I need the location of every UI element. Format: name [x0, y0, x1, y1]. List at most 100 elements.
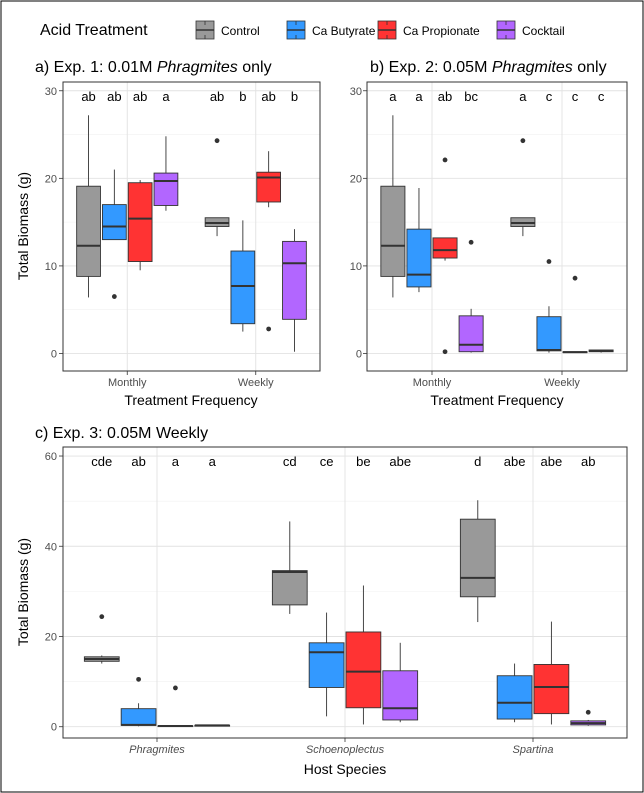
x-category-label: Weekly [238, 377, 274, 389]
significance-letter: c [598, 89, 605, 104]
box-iqr [102, 204, 127, 241]
significance-letter: c [572, 89, 579, 104]
box-phragmites-control: cde [83, 454, 120, 664]
significance-letter: a [162, 89, 170, 104]
box-monthly-cocktail: bc [458, 89, 484, 353]
y-tick-label: 20 [45, 173, 57, 185]
box-monthly-ca-propionate: ab [127, 89, 153, 271]
plot-border [62, 81, 321, 372]
y-tick-label: 40 [45, 541, 57, 553]
plot-border [62, 446, 628, 739]
box-weekly-cocktail: b [282, 89, 307, 352]
significance-letter: ab [210, 89, 224, 104]
box-iqr [345, 631, 382, 709]
legend-key-cocktail: Cocktail [496, 20, 565, 40]
outlier-point [520, 138, 526, 144]
y-tick-label: 30 [45, 86, 57, 98]
box-iqr [120, 708, 157, 726]
box-iqr [127, 182, 153, 262]
outlier-point [99, 614, 105, 620]
box-schoenoplectus-control: cd [271, 454, 308, 614]
significance-letter: a [519, 89, 527, 104]
box-iqr [153, 172, 179, 206]
box-spartina-control: d [459, 454, 496, 623]
significance-letter: ab [261, 89, 275, 104]
box-phragmites-cocktail: a [194, 454, 231, 727]
outlier-point [111, 294, 117, 299]
significance-letter: bc [464, 89, 478, 104]
box-iqr [432, 237, 458, 259]
significance-letter: ab [133, 89, 147, 104]
panel-b: b) Exp. 2: 0.05M Phragmites only 0 10 20 30… [350, 59, 628, 408]
significance-letter: ab [107, 89, 121, 104]
legend-label: Ca Butyrate [312, 24, 376, 38]
significance-letter: cd [283, 454, 297, 469]
panel-c-title: c) Exp. 3: 0.05M Weekly [35, 425, 208, 442]
significance-letter: be [356, 454, 370, 469]
significance-letter: abe [389, 454, 411, 469]
y-axis-label: Total Biomass (g) [15, 172, 31, 280]
significance-letter: ab [131, 454, 145, 469]
x-axis-label: Host Species [304, 761, 386, 777]
legend-label: Ca Propionate [403, 24, 480, 38]
significance-letter: a [389, 89, 397, 104]
outlier-point [266, 326, 272, 332]
box-iqr [406, 228, 432, 288]
legend-key-ca-butyrate: Ca Butyrate [286, 20, 376, 40]
plot-border [366, 81, 628, 372]
plot-background [63, 82, 320, 371]
box-schoenoplectus-ca-propionate: be [345, 454, 382, 725]
x-category-label: Weekly [544, 377, 580, 389]
outlier-point [442, 349, 448, 355]
legend-label: Control [221, 24, 260, 38]
box-iqr [533, 664, 570, 715]
box-iqr [308, 642, 345, 688]
box-weekly-ca-propionate: ab [256, 89, 281, 332]
y-tick-label: 0 [51, 348, 57, 360]
box-iqr [230, 250, 256, 325]
panel-a: a) Exp. 1: 0.01M Phragmites only 0 10 20 30… [15, 59, 321, 408]
box-weekly-control: a [510, 89, 536, 237]
y-tick-label: 0 [356, 348, 362, 360]
box-schoenoplectus-cocktail: abe [382, 454, 419, 723]
significance-letter: abe [504, 454, 526, 469]
y-tick-label: 20 [45, 631, 57, 643]
box-monthly-cocktail: a [153, 89, 179, 211]
outlier-point [173, 685, 178, 691]
significance-letter: a [172, 454, 180, 469]
box-spartina-cocktail: ab [570, 454, 607, 726]
outlier-point [546, 259, 552, 264]
legend-title: Acid Treatment [40, 22, 148, 39]
box-iqr [271, 570, 308, 606]
box-iqr [496, 675, 533, 720]
box-spartina-ca-propionate: abe [533, 454, 570, 725]
box-phragmites-ca-propionate: a [157, 454, 194, 728]
box-monthly-control: a [380, 89, 406, 298]
y-tick-label: 20 [350, 173, 362, 185]
box-iqr [380, 185, 406, 277]
x-category-label: Monthly [413, 377, 452, 389]
significance-letter: a [415, 89, 423, 104]
y-tick-label: 10 [45, 261, 57, 273]
box-iqr [458, 315, 484, 353]
outlier-point [136, 676, 141, 682]
box-monthly-control: ab [76, 89, 101, 298]
box-monthly-ca-propionate: ab [432, 89, 458, 355]
box-weekly-cocktail: c [588, 89, 614, 353]
y-tick-label: 0 [51, 722, 57, 734]
box-iqr [256, 171, 281, 203]
legend-label: Cocktail [522, 24, 565, 38]
y-axis-label: Total Biomass (g) [15, 538, 31, 646]
box-weekly-ca-butyrate: c [536, 89, 562, 353]
significance-letter: b [239, 89, 246, 104]
box-spartina-ca-butyrate: abe [496, 454, 533, 723]
significance-letter: ce [320, 454, 334, 469]
box-schoenoplectus-ca-butyrate: ce [308, 454, 345, 717]
box-iqr [76, 185, 101, 277]
outlier-point [585, 709, 591, 715]
box-iqr [282, 240, 307, 320]
panel-a-title: a) Exp. 1: 0.01M Phragmites only [35, 59, 272, 76]
box-iqr [459, 518, 496, 598]
x-axis-label: Treatment Frequency [430, 392, 563, 408]
